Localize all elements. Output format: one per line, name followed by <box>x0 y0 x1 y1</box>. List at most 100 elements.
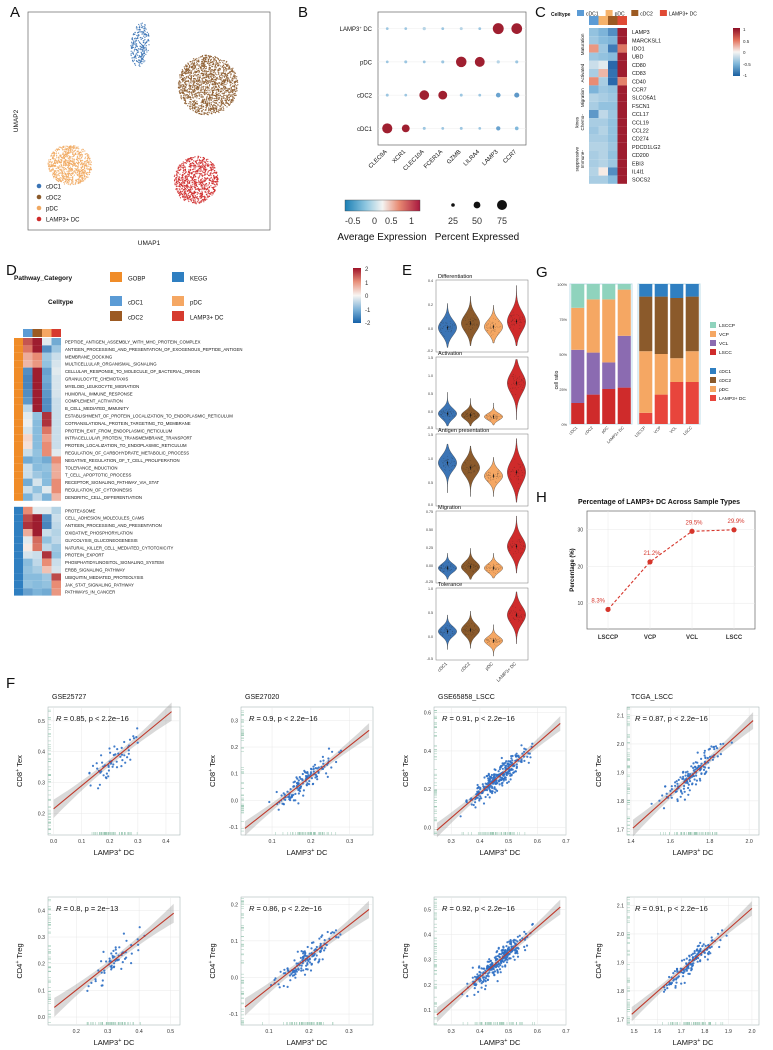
f-ytick: 1.9 <box>617 770 624 776</box>
panel-f-label: F <box>6 675 16 692</box>
f-xtick: 0.1 <box>78 839 85 845</box>
f-xtick: 0.2 <box>305 1029 312 1035</box>
h-point-label: 8.3% <box>591 598 605 604</box>
f-xtick: 0.1 <box>268 839 275 845</box>
g-legend-cell-label: cDC2 <box>719 378 731 384</box>
umap-legend-label: LAMP3+ DC <box>46 218 80 224</box>
d-pathway-label: REGULATION_OF_CYTOKINESIS <box>65 488 132 493</box>
c-group-label: Immune- <box>580 150 585 169</box>
panel-d-pathway-heatmap: D Pathway_Category GOBP KEGG Celltype cD… <box>0 262 400 667</box>
e-ytick: 1.0 <box>428 587 433 591</box>
e-ytick: 1.0 <box>428 374 433 378</box>
f-ytick: 2.1 <box>617 904 624 910</box>
d-pathway-label: RECEPTOR_SIGNALING_PATHWAY_VIA_STAT <box>65 480 160 485</box>
f-ytick: 0.6 <box>424 711 431 717</box>
panel-e-label: E <box>402 262 413 279</box>
panel-g-stacked-bars: G 100% 75% 50% 25% 0% cDC1 cDC2 pDC LAMP3+ DC LS… <box>534 262 773 487</box>
c-gene-label: EBI3 <box>632 161 644 167</box>
e-ytick: 0.5 <box>428 481 433 485</box>
c-gene-label: CD274 <box>632 137 649 143</box>
f-ytick: 0.2 <box>424 787 431 793</box>
d-pathway-label: ERBB_SIGNALING_PATHWAY <box>65 568 125 573</box>
e-ytick: 0.50 <box>426 528 433 532</box>
dotplot-gene-label: CCR7 <box>502 149 518 165</box>
e-ytick: -0.25 <box>425 580 433 584</box>
e-ytick: 0.00 <box>426 564 433 568</box>
f-xtick: 0.6 <box>534 839 541 845</box>
umap-legend-label: cDC1 <box>46 185 62 191</box>
d-pathway-label: ANTIGEN_PROCESSING_AND_PRESENTATION <box>65 523 162 528</box>
d-pathway-label: TOLERANCE_INDUCTION <box>65 465 117 470</box>
f-plot-title: TCGA_LSCC <box>631 694 673 701</box>
f-xtick: 0.7 <box>562 1029 569 1035</box>
c-gene-label: CCL22 <box>632 129 649 135</box>
f-xtick: 1.4 <box>627 839 634 845</box>
c-gene-label: IL4I1 <box>632 170 644 176</box>
dotplot-gene-label: CLEC9A <box>368 149 389 170</box>
b-color-legend-title: Average Expression <box>337 232 426 243</box>
h-point-label: 21.2% <box>643 551 661 557</box>
d-legend2-label: pDC <box>190 301 203 307</box>
b-color-tick: -0.5 <box>345 216 361 226</box>
f-ytick: 0.3 <box>38 935 45 941</box>
g-xtick: LSCC <box>682 425 693 436</box>
d-pathway-label: T_CELL_APOPTOTIC_PROCESS <box>65 473 131 478</box>
d-pathway-label: COMPLEMENT_ACTIVATION <box>65 399 123 404</box>
f-ytick: 2.0 <box>617 932 624 938</box>
f-xtick: 0.2 <box>307 839 314 845</box>
h-svg: Percentage of LAMP3+ DC Across Sample Ty… <box>570 499 756 641</box>
d-scale-tick: -2 <box>365 321 371 327</box>
d-svg: Pathway_Category GOBP KEGG Celltype cDC1… <box>14 267 371 596</box>
f-scatter-plot: GSE27020 0.1 0.2 0.3 0.3 0.2 0.1 0.0 -0.1 R = 0.9… <box>208 694 374 857</box>
f-xlabel: LAMP3+ DC <box>287 848 328 857</box>
d-pathway-label: UBIQUITIN_MEDIATED_PROTEOLYSIS <box>65 575 144 580</box>
panel-h-label: H <box>536 489 547 506</box>
d-pathway-label: GLYCOLYSIS_GLUCONEOGENESIS <box>65 538 138 543</box>
e-svg: Differentiation 0.4 0.2 0.0 -0.2 Activation 1.… <box>425 274 529 683</box>
g-legend-sample-label: LSCCP <box>719 323 735 329</box>
c-gene-label: CCR7 <box>632 88 647 94</box>
d-scale-tick: 0 <box>365 294 369 300</box>
f-xtick: 1.8 <box>706 839 713 845</box>
d-legend2-label: cDC2 <box>128 316 144 322</box>
h-xtick: VCP <box>644 635 656 641</box>
f-ytick: 0.5 <box>38 719 45 725</box>
f-stat-label: R = 0.9, p < 2.2e−16 <box>249 714 318 723</box>
c-legend-label: LAMP3+ DC <box>669 12 697 18</box>
f-ylabel: CD8+ Tex <box>401 755 410 787</box>
d-pathway-label: MYELOID_LEUKOCYTE_MIGRATION <box>65 384 139 389</box>
d-pathway-label: ANTIGEN_PROCESSING_AND_PRESENTATION_OF_E… <box>65 347 243 352</box>
f-ytick: 0.4 <box>38 908 45 914</box>
e-ytick: 0.0 <box>428 503 433 507</box>
dotplot-gene-label: LAMP3 <box>482 149 501 168</box>
f-stat-label: R = 0.91, p < 2.2e−16 <box>442 714 515 723</box>
g-legend-sample-label: VCL <box>719 341 729 347</box>
h-title: Percentage of LAMP3+ DC Across Sample Ty… <box>578 499 740 506</box>
f-ytick: 0.1 <box>231 939 238 945</box>
c-gene-label: CCL19 <box>632 120 649 126</box>
panel-f-scatter-grid: F GSE25727 0.0 0.1 0.2 0.3 0.4 0.2 0.3 0.4 0.5 R =… <box>0 667 773 1050</box>
panel-e-violins: E Differentiation 0.4 0.2 0.0 -0.2 Activation… <box>402 262 532 683</box>
f-xtick: 0.0 <box>50 839 57 845</box>
panel-a-label: A <box>10 4 21 21</box>
d-pathway-label: PROTEIN_LOCALIZATION_TO_ENDOPLASMIC_RETI… <box>65 443 187 448</box>
c-gene-label: CD200 <box>632 153 649 159</box>
g-ytick: 25% <box>559 388 567 392</box>
e-row-title: Antigen presentation <box>438 428 489 434</box>
e-ytick: -0.5 <box>427 426 433 430</box>
b-size-tick: 25 <box>448 216 458 226</box>
f-ytick: 0.3 <box>38 781 45 787</box>
f-plot-title: GSE65858_LSCC <box>438 694 495 701</box>
f-xlabel: LAMP3+ DC <box>287 1038 328 1047</box>
e-ytick: 0.75 <box>426 510 433 514</box>
f-xtick: 2.0 <box>748 1029 755 1035</box>
c-scale-tick: 0 <box>743 50 746 55</box>
f-ytick: 0.2 <box>38 811 45 817</box>
c-gene-label: SOCS2 <box>632 178 650 184</box>
h-point-label: 29.9% <box>727 519 745 525</box>
c-scale-tick: 1 <box>743 27 746 32</box>
c-scale-tick: 0.5 <box>743 39 750 44</box>
h-ytick: 20 <box>577 564 583 570</box>
f-xlabel: LAMP3+ DC <box>94 848 135 857</box>
f-xtick: 1.6 <box>667 839 674 845</box>
